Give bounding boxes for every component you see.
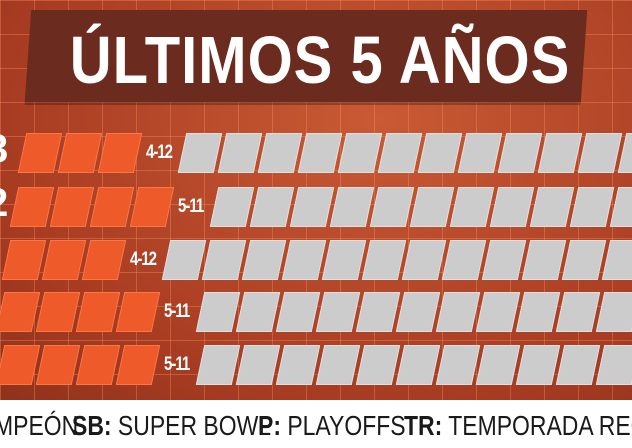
loss-cell xyxy=(355,345,401,385)
win-cell xyxy=(41,240,87,280)
row-label: 2 xyxy=(0,183,12,223)
legend: MPEÓN SB: SUPER BOWL P: PLAYOFFS TR: TEM… xyxy=(0,400,632,448)
loss-cell xyxy=(177,133,223,173)
legend-item-regular-season: TR: TEMPORADA REGULA xyxy=(404,410,632,441)
loss-cell xyxy=(555,292,601,332)
win-cell xyxy=(75,345,121,385)
season-row: 4-12 xyxy=(0,240,632,280)
loss-cell xyxy=(595,292,632,332)
loss-cell xyxy=(609,187,632,227)
loss-cell xyxy=(395,345,441,385)
loss-cell xyxy=(235,345,281,385)
loss-cell xyxy=(289,187,335,227)
record-label: 5-11 xyxy=(164,300,190,323)
loss-cell xyxy=(481,240,527,280)
loss-cell xyxy=(377,133,423,173)
loss-cell xyxy=(417,133,463,173)
win-cell xyxy=(81,240,127,280)
loss-cell xyxy=(329,187,375,227)
loss-cell xyxy=(257,133,303,173)
loss-cell xyxy=(569,187,615,227)
win-cell xyxy=(0,292,41,332)
loss-cell xyxy=(361,240,407,280)
loss-cell xyxy=(195,345,241,385)
loss-cell xyxy=(241,240,287,280)
loss-cell xyxy=(457,133,503,173)
loss-cell xyxy=(435,345,481,385)
loss-cell xyxy=(409,187,455,227)
win-cell xyxy=(97,133,143,173)
loss-cell xyxy=(475,345,521,385)
loss-cell xyxy=(275,292,321,332)
loss-cell xyxy=(315,345,361,385)
loss-cell xyxy=(561,240,607,280)
loss-cell xyxy=(315,292,361,332)
loss-cell xyxy=(537,133,583,173)
season-row: 2 5-11 xyxy=(0,183,632,227)
loss-cell xyxy=(435,292,481,332)
win-cell xyxy=(115,345,161,385)
loss-cell xyxy=(195,292,241,332)
loss-cell xyxy=(515,292,561,332)
loss-cell xyxy=(529,187,575,227)
win-cell xyxy=(57,133,103,173)
loss-cell xyxy=(235,292,281,332)
record-label: 4-12 xyxy=(130,248,157,271)
win-cell xyxy=(1,240,47,280)
win-cell xyxy=(17,133,63,173)
row-label: 3 xyxy=(0,129,12,169)
loss-cell xyxy=(601,240,632,280)
win-cell xyxy=(75,292,121,332)
loss-cell xyxy=(515,345,561,385)
loss-cell xyxy=(595,345,632,385)
loss-cell xyxy=(209,187,255,227)
win-cell xyxy=(129,187,175,227)
loss-cell xyxy=(161,240,207,280)
loss-cell xyxy=(521,240,567,280)
record-label: 4-12 xyxy=(146,141,173,164)
win-cell xyxy=(9,187,55,227)
win-cell xyxy=(35,292,81,332)
season-row: 5-11 xyxy=(0,292,632,332)
loss-cell xyxy=(441,240,487,280)
win-cell xyxy=(89,187,135,227)
page-title: ÚLTIMOS 5 AÑOS xyxy=(69,22,571,98)
legend-item-playoffs: P: PLAYOFFS xyxy=(258,410,406,441)
win-cell xyxy=(115,292,161,332)
loss-cell xyxy=(497,133,543,173)
loss-cell xyxy=(489,187,535,227)
loss-cell xyxy=(337,133,383,173)
loss-cell xyxy=(217,133,263,173)
loss-cell xyxy=(475,292,521,332)
win-cell xyxy=(35,345,81,385)
season-board: ÚLTIMOS 5 AÑOS 3 4-12 2 5-11 4-12 5-11 5-11 xyxy=(0,0,632,400)
loss-cell xyxy=(395,292,441,332)
loss-cell xyxy=(449,187,495,227)
legend-item-super-bowl: SB: SUPER BOWL xyxy=(72,410,272,441)
loss-cell xyxy=(577,133,623,173)
season-row: 5-11 xyxy=(0,345,632,385)
legend-item-champion: MPEÓN xyxy=(0,410,79,441)
loss-cell xyxy=(249,187,295,227)
season-row: 3 4-12 xyxy=(0,129,632,173)
loss-cell xyxy=(297,133,343,173)
loss-cell xyxy=(355,292,401,332)
win-cell xyxy=(0,345,41,385)
loss-cell xyxy=(321,240,367,280)
loss-cell xyxy=(555,345,601,385)
loss-cell xyxy=(201,240,247,280)
record-label: 5-11 xyxy=(164,353,190,376)
loss-cell xyxy=(281,240,327,280)
record-label: 5-11 xyxy=(178,195,204,218)
loss-cell xyxy=(401,240,447,280)
loss-cell xyxy=(275,345,321,385)
loss-cell xyxy=(369,187,415,227)
win-cell xyxy=(49,187,95,227)
